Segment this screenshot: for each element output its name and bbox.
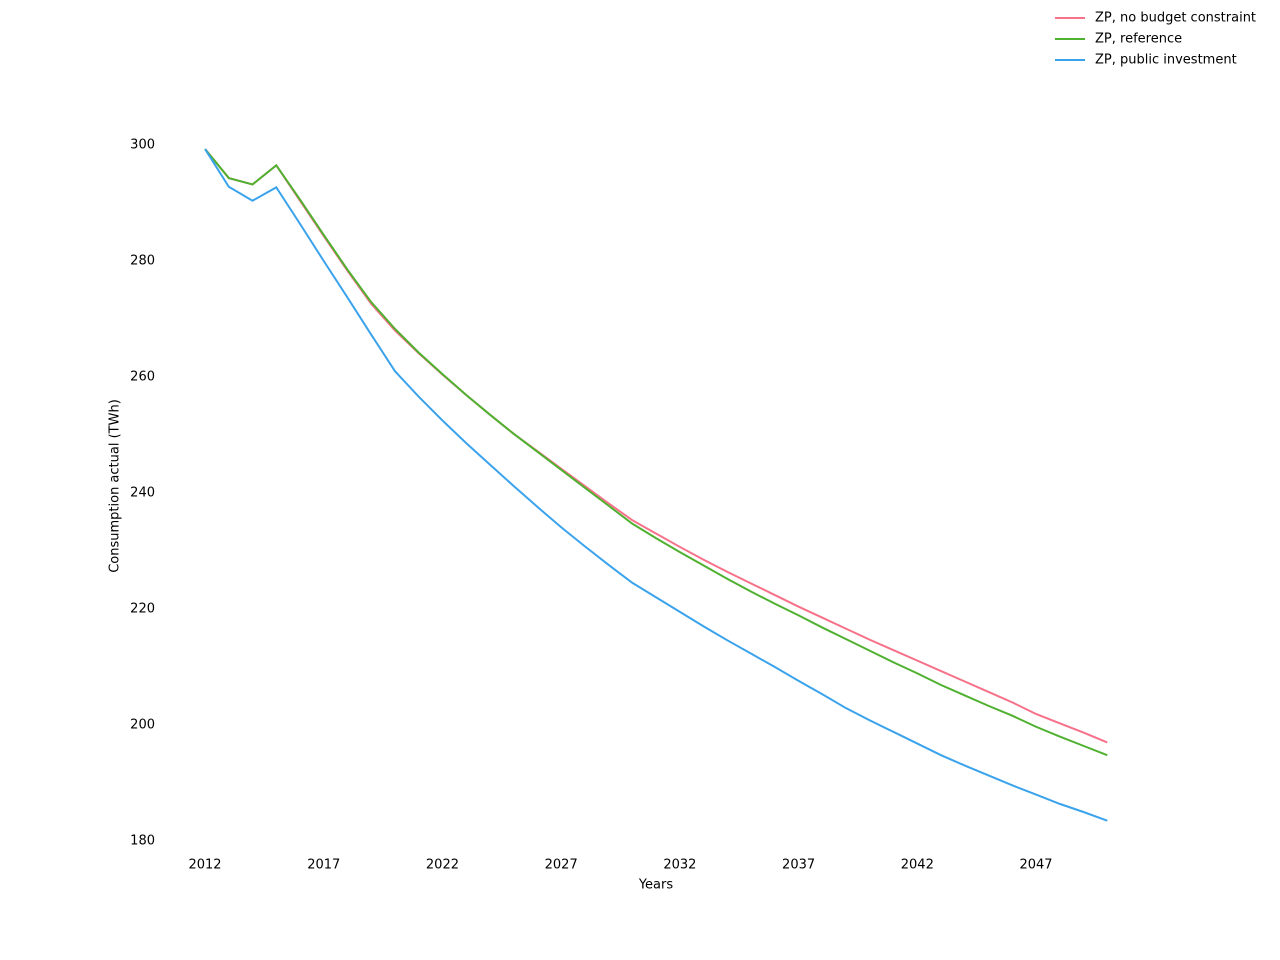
data-line (204, 148, 1108, 822)
y-tick-label: 180 (130, 834, 155, 849)
y-axis-label: Consumption actual (TWh) (108, 399, 123, 573)
legend-label: ZP, public investment (1095, 53, 1237, 68)
x-tick-label: 2037 (782, 858, 815, 873)
x-tick-label: 2022 (426, 858, 459, 873)
x-axis-label: Years (638, 878, 674, 893)
x-tick-label: 2017 (307, 858, 340, 873)
y-tick-label: 240 (130, 486, 155, 501)
data-line (204, 148, 1108, 744)
x-tick-label: 2027 (545, 858, 578, 873)
x-tick-label: 2042 (901, 858, 934, 873)
y-tick-label: 220 (130, 602, 155, 617)
data-line (204, 148, 1108, 757)
legend-label: ZP, reference (1095, 32, 1182, 47)
y-tick-label: 200 (130, 718, 155, 733)
x-tick-label: 2012 (188, 858, 221, 873)
y-tick-label: 300 (130, 138, 155, 153)
y-tick-label: 280 (130, 254, 155, 269)
x-tick-label: 2032 (663, 858, 696, 873)
legend-label: ZP, no budget constraint (1095, 11, 1256, 26)
y-tick-label: 260 (130, 370, 155, 385)
x-tick-label: 2047 (1019, 858, 1052, 873)
